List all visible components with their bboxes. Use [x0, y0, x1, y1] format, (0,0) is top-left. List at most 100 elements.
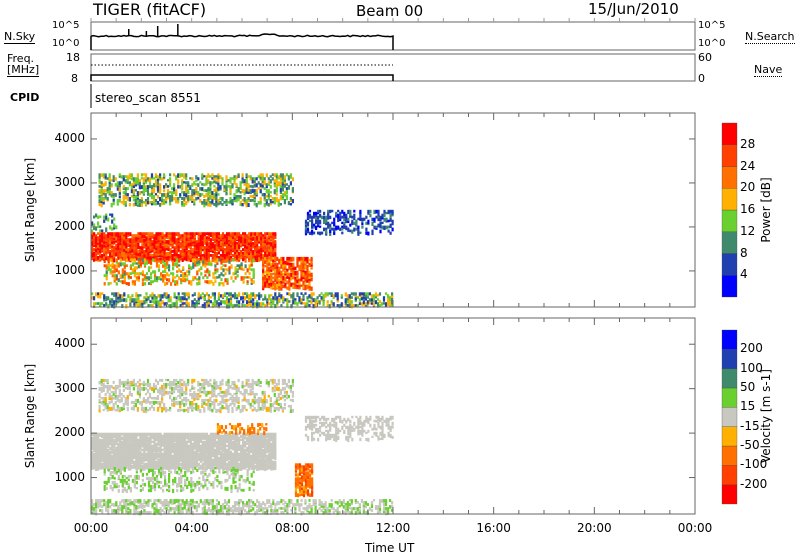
power-cell: [235, 195, 238, 199]
power-cell: [300, 292, 303, 295]
power-cell: [234, 272, 237, 275]
velocity-cell: [264, 448, 267, 453]
power-cell: [130, 173, 133, 178]
power-cell: [313, 215, 316, 219]
power-cell: [211, 304, 214, 308]
velocity-cell: [211, 432, 214, 436]
power-cell: [279, 203, 282, 206]
power-cell: [176, 280, 179, 285]
power-cell: [243, 179, 246, 184]
velocity-cell: [113, 440, 116, 444]
power-cell: [117, 300, 120, 304]
velocity-cell: [211, 444, 214, 449]
power-cell: [103, 219, 106, 223]
power-cell: [246, 276, 249, 279]
power-cell: [238, 264, 241, 269]
velocity-cell: [173, 456, 176, 462]
power-cell: [111, 227, 114, 231]
power-cell: [136, 201, 139, 206]
power-cell: [156, 185, 160, 189]
velocity-cell: [179, 450, 182, 454]
power-cell: [286, 272, 289, 277]
power-cell: [161, 242, 164, 246]
power-cell: [308, 284, 311, 288]
power-cell: [304, 256, 307, 262]
power-cell: [205, 242, 208, 246]
power-cell: [112, 177, 115, 181]
power-cell: [191, 300, 194, 305]
power-cell: [177, 236, 180, 241]
velocity-cell: [165, 432, 168, 436]
power-cell: [208, 262, 211, 266]
power-cell: [201, 246, 204, 250]
power-cell: [254, 302, 257, 306]
power-cell: [223, 234, 227, 239]
velocity-cell: [111, 446, 114, 450]
power-cell: [250, 278, 253, 282]
power-cell: [125, 264, 128, 268]
power-cell: [261, 177, 264, 182]
velocity-cell: [258, 438, 261, 443]
power-cell: [97, 256, 100, 260]
power-cell: [155, 276, 159, 280]
velocity-cell: [115, 458, 118, 464]
power-cell: [95, 234, 98, 237]
power-cell: [353, 221, 356, 225]
power-cell: [225, 236, 229, 239]
velocity-cell: [103, 458, 106, 462]
power-cell: [387, 302, 390, 307]
power-cell: [250, 246, 253, 249]
power-cell: [306, 211, 310, 216]
velocity-cell: [231, 432, 235, 436]
power-cell: [227, 258, 231, 262]
power-cell: [193, 203, 196, 206]
power-cell: [107, 232, 110, 237]
power-cell: [198, 278, 201, 283]
velocity-cell: [100, 388, 103, 393]
velocity-cell: [268, 438, 271, 443]
velocity-cell: [183, 460, 186, 465]
velocity-cell: [238, 456, 241, 461]
velocity-cell: [215, 446, 218, 450]
power-cell: [294, 276, 297, 280]
velocity-cell: [223, 446, 227, 450]
power-colorbar-segment: [721, 231, 738, 254]
power-cell: [187, 256, 190, 260]
velocity-cell: [209, 432, 212, 437]
velocity-cell: [246, 460, 249, 465]
power-cell: [182, 266, 185, 270]
velocity-cell: [238, 446, 241, 451]
velocity-cell: [254, 434, 257, 439]
power-cell: [272, 266, 275, 271]
power-cell: [210, 262, 213, 267]
velocity-cell: [157, 446, 160, 451]
velocity-cell: [197, 462, 200, 467]
velocity-cell: [115, 450, 118, 456]
velocity-cell: [187, 432, 190, 436]
velocity-cell: [207, 440, 210, 445]
power-cell: [239, 185, 242, 190]
velocity-cell: [93, 436, 96, 441]
power-cell: [281, 181, 284, 184]
velocity-cell: [105, 458, 108, 462]
power-cell: [285, 183, 288, 186]
velocity-cell: [99, 466, 102, 470]
power-cell: [223, 244, 227, 247]
power-cell: [247, 199, 250, 203]
power-cell: [296, 302, 299, 306]
power-cell: [105, 227, 108, 230]
power-cell: [175, 250, 178, 254]
velocity-cell: [252, 432, 255, 437]
power-cell: [282, 298, 285, 303]
velocity-cell: [173, 444, 176, 448]
velocity-cell: [169, 450, 172, 454]
velocity-cell: [111, 464, 114, 469]
power-cell: [275, 183, 278, 187]
power-cell: [244, 244, 247, 249]
power-cell: [151, 296, 154, 300]
power-cell: [211, 238, 214, 242]
power-cell: [277, 177, 280, 180]
power-cell: [244, 240, 247, 244]
power-cell: [357, 231, 360, 236]
velocity-cell: [185, 436, 188, 440]
